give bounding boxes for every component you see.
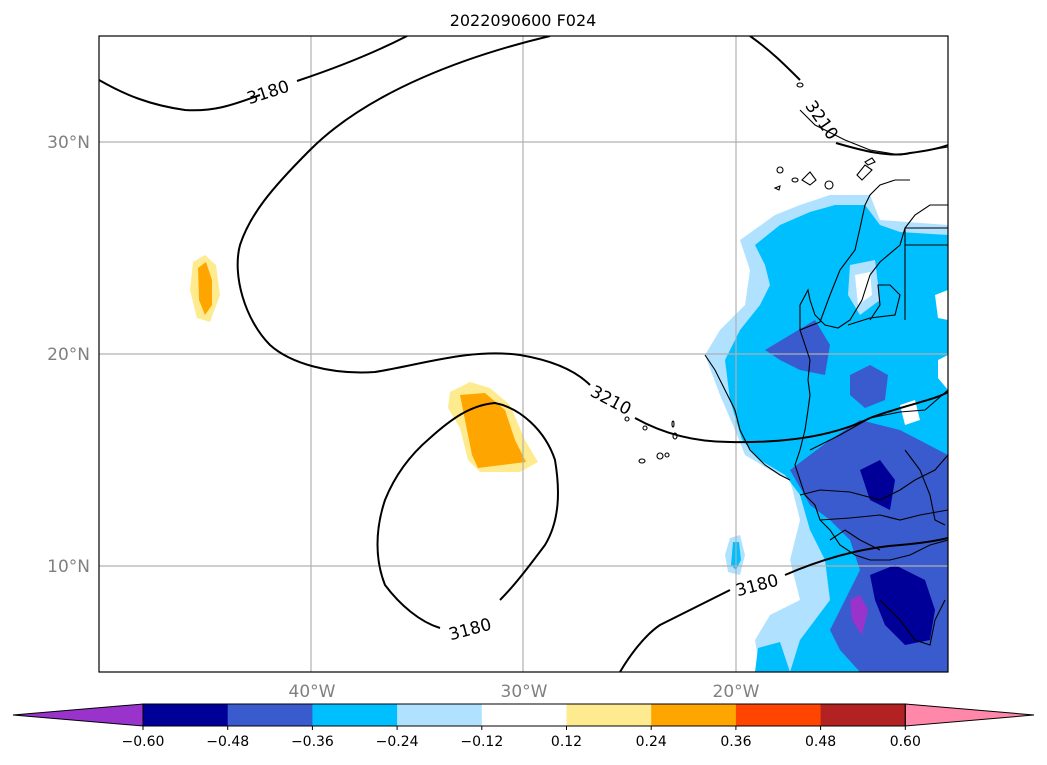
lon-label-30w: 30°W (501, 682, 548, 702)
colorbar-swatch (312, 704, 398, 726)
positive-anomaly-fill (190, 255, 538, 472)
colorbar-swatch (566, 704, 652, 726)
colorbar-tick-label: 0.12 (551, 734, 582, 750)
colorbar-swatch (397, 704, 483, 726)
lat-label-20n: 20°N (47, 345, 90, 365)
islands (624, 82, 876, 464)
colorbar-tick-label: 0.36 (720, 734, 751, 750)
colorbar-tick-label: −0.60 (122, 734, 165, 750)
colorbar-swatch (481, 704, 567, 726)
geopotential-contours (99, 36, 948, 672)
colorbar-tick-label: −0.48 (206, 734, 249, 750)
map-plot-area: 3180 3210 3210 3180 3180 (99, 36, 948, 672)
colorbar-swatch (651, 704, 737, 726)
colorbar-swatch (820, 704, 906, 726)
lon-label-20w: 20°W (713, 682, 760, 702)
plot-frame (98, 35, 949, 673)
lat-label-10n: 10°N (47, 557, 90, 577)
colorbar-swatch (143, 704, 229, 726)
colorbar-tick-label: −0.24 (376, 734, 419, 750)
chart-title: 2022090600 F024 (450, 11, 597, 30)
colorbar-extend-low (12, 703, 144, 727)
colorbar-tick-label: 0.48 (805, 734, 836, 750)
lon-label-40w: 40°W (289, 682, 336, 702)
colorbar-extend-high (904, 703, 1035, 727)
colorbar-tick-label: −0.12 (460, 734, 503, 750)
colorbar-tick-label: 0.24 (636, 734, 667, 750)
lat-label-30n: 30°N (47, 133, 90, 153)
colorbar-frame (142, 703, 906, 727)
colorbar: −0.60 −0.48 −0.36 −0.24 −0.12 0.12 0.24 0.36 0.4… (12, 703, 1035, 750)
colorbar-tick-label: −0.36 (291, 734, 334, 750)
colorbar-swatch (227, 704, 313, 726)
colorbar-swatch (735, 704, 822, 726)
colorbar-tick-label: 0.60 (890, 734, 921, 750)
